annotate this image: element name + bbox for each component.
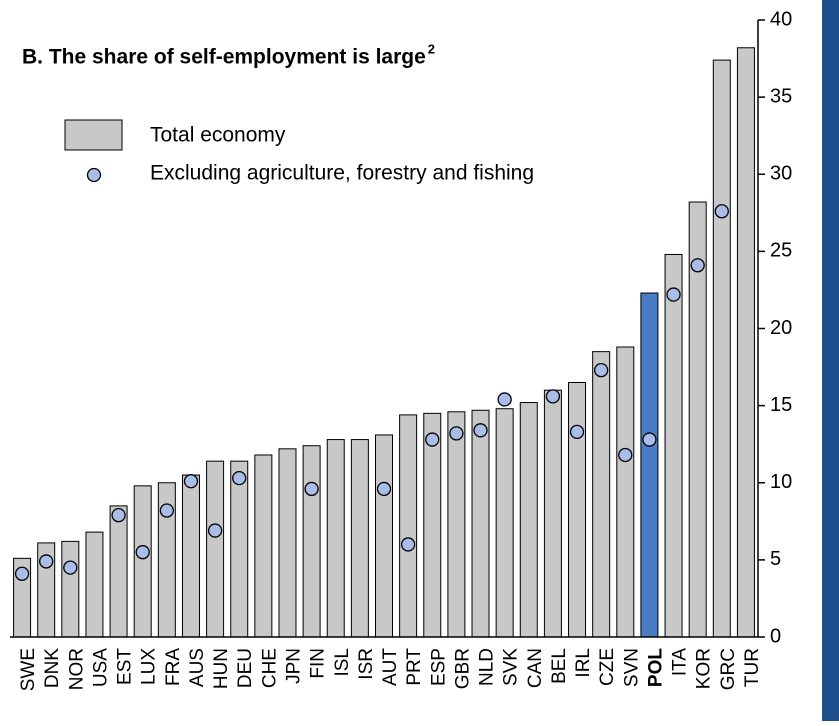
x-tick-label: SVK bbox=[501, 648, 522, 686]
x-tick-label: ESP bbox=[428, 648, 449, 686]
dot bbox=[232, 470, 247, 486]
bar bbox=[519, 402, 538, 638]
y-tick-label: 40 bbox=[770, 8, 792, 30]
x-tick-label: AUS bbox=[187, 648, 208, 687]
bar bbox=[61, 540, 80, 638]
x-tick-label: NLD bbox=[477, 648, 498, 686]
dot bbox=[497, 392, 512, 407]
dot bbox=[425, 432, 440, 447]
x-tick-label: TUR bbox=[742, 648, 763, 687]
y-tick-label: 35 bbox=[770, 85, 792, 107]
dot bbox=[207, 523, 223, 538]
bar bbox=[471, 409, 490, 638]
x-tick-label: HUN bbox=[211, 648, 232, 689]
dot bbox=[14, 566, 30, 581]
bar bbox=[133, 485, 152, 638]
y-tick-label: 10 bbox=[770, 471, 792, 493]
bar bbox=[423, 412, 442, 638]
x-tick-label: SVN bbox=[621, 648, 642, 687]
y-tick-label: 0 bbox=[770, 625, 781, 647]
bar bbox=[616, 346, 635, 638]
bar bbox=[399, 414, 418, 638]
chart-title: B. The share of self-employment is large bbox=[22, 46, 426, 69]
bar bbox=[495, 408, 514, 638]
dot bbox=[690, 258, 705, 273]
x-tick-label: SWE bbox=[18, 648, 39, 691]
bar bbox=[592, 351, 611, 638]
x-tick-label: ISL bbox=[332, 648, 353, 677]
bar bbox=[109, 505, 128, 638]
dot bbox=[666, 287, 681, 302]
title-note: 2 bbox=[428, 41, 435, 56]
x-tick-label: POL bbox=[645, 648, 666, 687]
x-tick-label: ITA bbox=[670, 648, 691, 676]
bar bbox=[350, 439, 369, 638]
x-tick-label: EST bbox=[115, 648, 136, 685]
dot bbox=[159, 503, 174, 518]
bar bbox=[206, 460, 225, 638]
x-tick-label: PRT bbox=[404, 648, 425, 686]
dot bbox=[400, 537, 416, 552]
bar bbox=[302, 445, 321, 638]
x-tick-label: CHE bbox=[259, 648, 280, 688]
dot bbox=[714, 204, 729, 219]
x-tick-label: GBR bbox=[452, 648, 473, 689]
x-tick-label: GRC bbox=[718, 648, 739, 690]
legend-dot bbox=[86, 167, 102, 183]
x-tick-label: KOR bbox=[694, 648, 715, 689]
side-strip bbox=[822, 0, 839, 721]
x-tick-label: CZE bbox=[597, 648, 618, 686]
legend-label: Excluding agriculture, forestry and fish… bbox=[150, 162, 534, 185]
x-tick-label: ISR bbox=[356, 648, 377, 680]
x-tick-label: JPN bbox=[283, 648, 304, 684]
legend-label: Total economy bbox=[150, 124, 286, 147]
bar bbox=[230, 460, 249, 638]
bar bbox=[736, 47, 755, 638]
bar bbox=[640, 292, 659, 638]
dot bbox=[545, 389, 561, 404]
dot bbox=[642, 432, 657, 447]
bar bbox=[254, 454, 273, 638]
x-tick-label: USA bbox=[90, 648, 111, 687]
bar bbox=[447, 411, 466, 638]
y-tick-label: 25 bbox=[770, 240, 792, 262]
x-tick-label: DEU bbox=[235, 648, 256, 688]
y-tick-label: 5 bbox=[770, 548, 781, 570]
x-tick-label: NOR bbox=[66, 648, 87, 690]
x-tick-label: IRL bbox=[573, 648, 594, 678]
y-tick-label: 20 bbox=[770, 317, 792, 339]
dot bbox=[111, 507, 126, 523]
bar bbox=[278, 448, 297, 638]
dot bbox=[376, 481, 392, 497]
x-tick-label: LUX bbox=[139, 648, 160, 685]
dot bbox=[473, 423, 488, 438]
bar bbox=[664, 253, 683, 638]
bar bbox=[712, 59, 731, 638]
x-tick-label: FRA bbox=[163, 648, 184, 686]
y-tick-label: 30 bbox=[770, 163, 792, 185]
dot bbox=[594, 362, 609, 378]
bar bbox=[568, 381, 587, 638]
bar bbox=[85, 531, 104, 638]
bar bbox=[326, 439, 345, 638]
dot bbox=[39, 554, 54, 569]
y-tick-label: 15 bbox=[770, 394, 792, 416]
dot bbox=[618, 447, 633, 463]
x-tick-label: CAN bbox=[525, 648, 546, 688]
bar bbox=[543, 389, 562, 638]
dot bbox=[63, 560, 78, 575]
bar bbox=[375, 434, 393, 638]
x-tick-label: BEL bbox=[549, 648, 570, 684]
bar bbox=[181, 474, 200, 638]
x-tick-label: AUT bbox=[380, 648, 401, 686]
dot bbox=[569, 424, 585, 439]
legend-swatch bbox=[64, 119, 123, 151]
dot bbox=[183, 474, 199, 489]
x-tick-label: DNK bbox=[42, 648, 63, 688]
x-tick-label: FIN bbox=[308, 648, 329, 679]
dot bbox=[449, 426, 464, 441]
dot bbox=[304, 481, 319, 497]
dot bbox=[135, 545, 150, 560]
